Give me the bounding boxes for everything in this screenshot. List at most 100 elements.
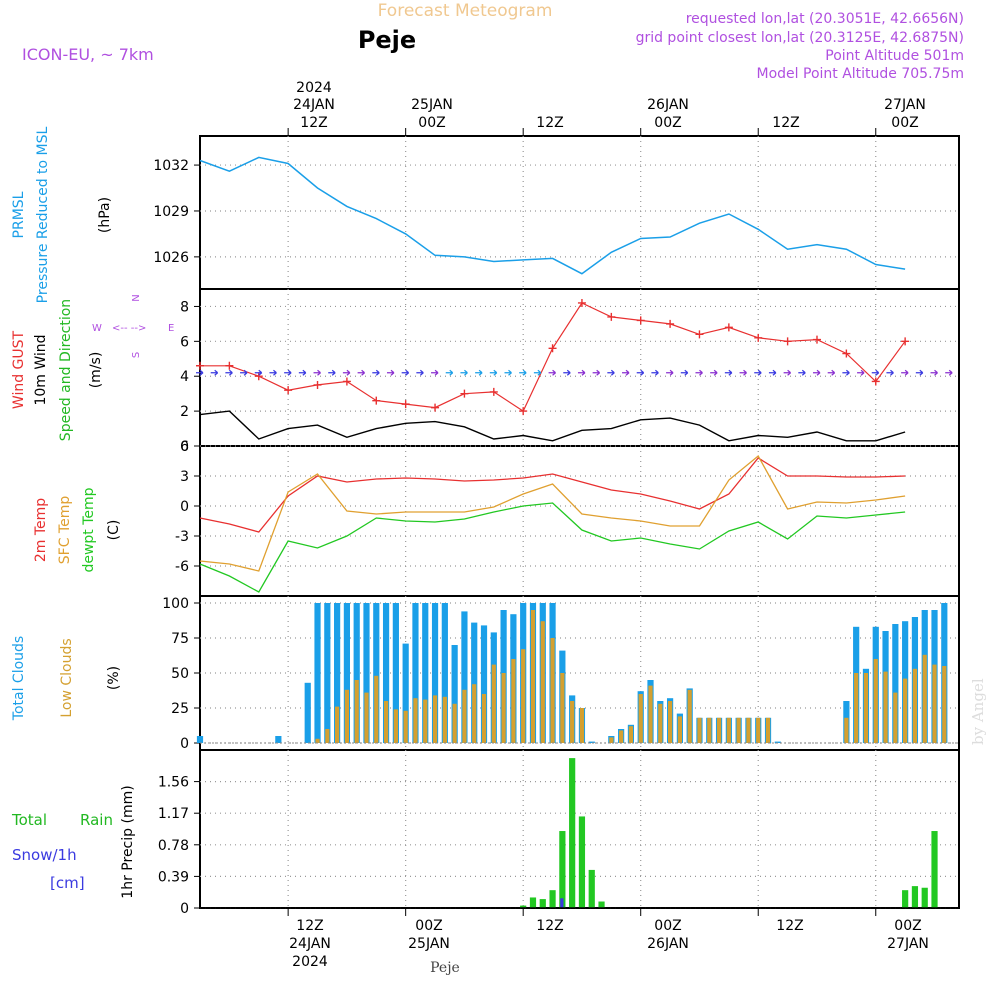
temp-label: dewpt Temp: [81, 487, 97, 572]
bottom-time-label: 12Z: [776, 918, 803, 934]
low-cloud-bar: [903, 678, 908, 743]
pressure-line: [199, 156, 906, 275]
bottom-time-axis: 12Z 24JAN 2024 00Z 25JAN 12Z 00Z 26JAN 1…: [289, 918, 929, 970]
y-tick-label: 1029: [153, 204, 189, 220]
y-tick-label: 4: [180, 369, 189, 385]
wind-direction-arrow: [196, 369, 204, 376]
pressure-label: Pressure Reduced to MSL: [35, 126, 51, 303]
y-tick-label: -3: [175, 529, 189, 545]
bottom-time-label: 12Z: [296, 918, 323, 934]
low-cloud-bar: [736, 717, 741, 743]
y-tick-label: 0: [180, 499, 189, 515]
wind-direction-arrow: [857, 369, 865, 376]
low-cloud-bar: [560, 673, 565, 743]
y-tick-label: 0: [180, 736, 189, 752]
gust-marker: [548, 344, 557, 353]
gust-marker: [401, 400, 410, 409]
top-time-label: 25JAN: [411, 97, 453, 113]
low-cloud-bar: [383, 701, 389, 743]
wind-direction-arrow: [680, 369, 689, 376]
bottom-time-label: 12Z: [536, 918, 563, 934]
wind-direction-arrow: [622, 369, 630, 376]
wind-speed-line: [199, 410, 906, 442]
total-cloud-bar: [588, 741, 595, 743]
wind-direction-arrow: [636, 369, 645, 376]
credit-watermark: by Angel: [969, 678, 987, 745]
cloud-unit: (%): [106, 666, 122, 690]
low-cloud-bar: [677, 716, 682, 743]
precip-unit: 1hr Precip (mm): [120, 785, 136, 898]
y-tick-label: 6: [180, 334, 189, 350]
footer-location: Peje: [430, 960, 460, 976]
total-cloud-bar: [451, 645, 458, 743]
low-cloud-bar: [912, 668, 918, 743]
y-tick-label: 1.56: [158, 775, 189, 791]
wind-label: 10m Wind: [33, 334, 49, 405]
bottom-time-label: 27JAN: [887, 936, 929, 952]
low-cloud-bar: [335, 706, 340, 743]
low-cloud-bar: [540, 621, 545, 743]
y-tick-label: 50: [171, 666, 189, 682]
model-label: ICON-EU, ~ 7km: [22, 45, 154, 64]
bottom-time-label: 26JAN: [647, 936, 689, 952]
low-cloud-bar: [619, 730, 624, 743]
top-time-label: 00Z: [891, 115, 918, 131]
wind-direction-arrow: [445, 369, 454, 376]
gust-marker: [636, 316, 645, 325]
low-cloud-bar: [579, 708, 585, 743]
low-cloud-bar: [746, 717, 751, 743]
y-tick-label: 0: [180, 901, 189, 917]
rain-bar: [598, 901, 605, 908]
plot-layer: 10261029103202468-6-3036025507510000.390…: [153, 128, 960, 917]
total-cloud-bar: [353, 603, 360, 743]
gust-marker: [460, 389, 469, 398]
bottom-time-label: 00Z: [654, 918, 681, 934]
wind-direction-arrow: [328, 369, 336, 376]
wind-direction-arrow: [386, 369, 395, 376]
wind-direction-arrow: [475, 369, 483, 376]
cloud-label: Low Clouds: [59, 638, 75, 717]
low-cloud-bar: [765, 717, 771, 743]
wind-label: Speed and Direction: [58, 299, 74, 441]
wind-compass: N S W E <-- -->: [92, 294, 174, 358]
low-cloud-bar: [462, 689, 467, 743]
requested-coords: requested lon,lat (20.3051E, 42.6656N): [686, 11, 964, 27]
total-cloud-bar: [461, 611, 468, 743]
low-cloud-bar: [658, 703, 663, 743]
pressure-label: PRMSL: [11, 191, 27, 238]
total-cloud-bar: [196, 736, 204, 743]
low-cloud-bar: [609, 737, 614, 743]
gust-marker: [607, 312, 616, 321]
total-cloud-bar: [343, 603, 351, 743]
low-cloud-bar: [932, 664, 937, 743]
gust-marker: [372, 396, 381, 405]
top-time-label: 26JAN: [647, 97, 689, 113]
precip-label: [cm]: [50, 874, 85, 892]
low-cloud-bar: [667, 701, 673, 743]
y-tick-label: 6: [180, 439, 189, 455]
total-cloud-bar: [471, 622, 478, 743]
wind-direction-arrow: [827, 369, 836, 376]
gust-marker: [284, 386, 293, 395]
pressure-panel-labels: PRMSL Pressure Reduced to MSL (hPa): [11, 126, 113, 303]
gust-marker: [842, 349, 851, 358]
wind-direction-arrow: [930, 369, 938, 376]
low-cloud-bar: [530, 610, 536, 743]
cloud-panel-labels: Total Clouds Low Clouds (%): [11, 636, 122, 721]
low-cloud-bar: [364, 692, 369, 743]
low-cloud-bar: [883, 671, 888, 743]
gust-marker: [901, 337, 910, 346]
low-cloud-bar: [432, 695, 438, 743]
low-cloud-bar: [707, 717, 712, 743]
rain-bar: [921, 887, 928, 908]
gust-marker: [313, 380, 322, 389]
temp-label: SFC Temp: [57, 496, 73, 565]
low-cloud-bar: [452, 703, 457, 743]
wind-direction-arrow: [504, 369, 512, 376]
rain-bar: [588, 869, 595, 908]
total-cloud-bar: [402, 643, 409, 743]
wind-direction-arrow: [254, 369, 263, 376]
y-tick-label: -6: [175, 559, 189, 575]
wind-direction-arrow: [489, 369, 498, 376]
